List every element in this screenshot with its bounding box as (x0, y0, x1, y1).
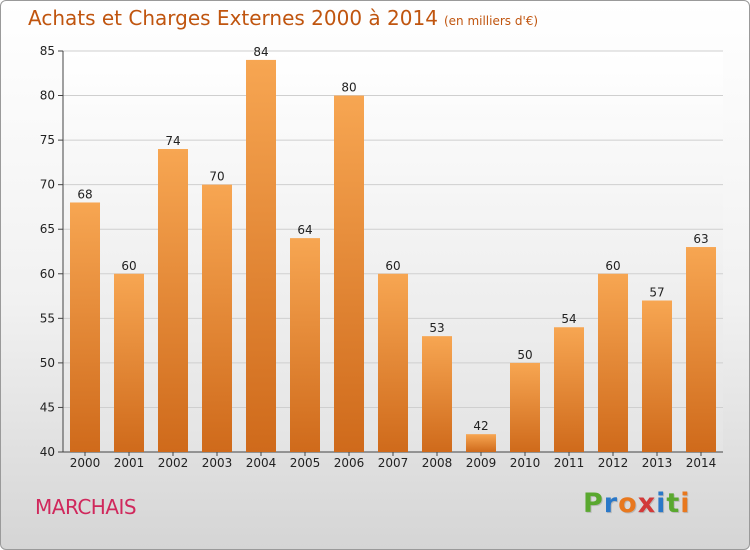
bar (686, 247, 716, 452)
bar (70, 202, 100, 452)
data-label: 70 (209, 170, 224, 184)
data-label: 60 (121, 259, 136, 273)
y-tick-label: 65 (40, 222, 55, 236)
data-label: 53 (429, 321, 444, 335)
proxiti-logo: Proxiti (583, 488, 691, 519)
x-tick-label: 2010 (510, 456, 541, 470)
bar (378, 273, 408, 452)
x-tick-label: 2013 (642, 456, 673, 470)
commune-name: MARCHAIS (35, 495, 137, 519)
logo-letter: i (680, 488, 691, 519)
bar (158, 149, 188, 452)
x-tick-label: 2007 (378, 456, 409, 470)
y-tick-label: 80 (40, 89, 55, 103)
bar (554, 327, 584, 452)
data-label: 63 (693, 232, 708, 246)
bar (202, 184, 232, 452)
data-label: 60 (605, 259, 620, 273)
data-label: 84 (253, 45, 268, 59)
data-label: 50 (517, 348, 532, 362)
bar (510, 362, 540, 452)
x-tick-label: 2006 (334, 456, 365, 470)
x-tick-label: 2014 (686, 456, 717, 470)
x-tick-label: 2012 (598, 456, 629, 470)
y-tick-label: 85 (40, 44, 55, 58)
x-tick-label: 2008 (422, 456, 453, 470)
logo-letter: P (583, 488, 604, 519)
chart-subtitle: (en milliers d'€) (443, 14, 539, 28)
data-label: 42 (473, 419, 488, 433)
x-tick-label: 2000 (70, 456, 101, 470)
x-tick-label: 2005 (290, 456, 321, 470)
data-label: 57 (649, 286, 664, 300)
x-tick-label: 2011 (554, 456, 585, 470)
bar (246, 59, 276, 453)
chart-title: Achats et Charges Externes 2000 à 2014 (e… (28, 6, 538, 30)
data-label: 54 (561, 312, 576, 326)
y-tick-label: 75 (40, 133, 55, 147)
data-label: 74 (165, 134, 180, 148)
data-label: 64 (297, 223, 312, 237)
x-tick-label: 2001 (114, 456, 145, 470)
y-tick-label: 60 (40, 267, 55, 281)
x-tick-label: 2004 (246, 456, 277, 470)
logo-letter: i (656, 488, 667, 519)
bar (642, 300, 672, 452)
x-tick-label: 2003 (202, 456, 233, 470)
logo-letter: x (637, 488, 657, 519)
data-label: 60 (385, 259, 400, 273)
bar (598, 273, 628, 452)
y-tick-label: 70 (40, 178, 55, 192)
data-label: 68 (77, 187, 92, 201)
bar (466, 434, 496, 452)
bar (114, 273, 144, 452)
y-tick-label: 40 (40, 445, 55, 459)
y-tick-label: 45 (40, 400, 55, 414)
logo-letter: o (618, 488, 638, 519)
y-tick-label: 50 (40, 356, 55, 370)
bar (334, 95, 364, 453)
x-tick-label: 2009 (466, 456, 497, 470)
data-label: 80 (341, 81, 356, 95)
y-tick-label: 55 (40, 311, 55, 325)
logo-letter: t (666, 488, 681, 519)
bar (290, 238, 320, 452)
chart-title-text: Achats et Charges Externes 2000 à 2014 (28, 6, 438, 30)
x-tick-label: 2002 (158, 456, 189, 470)
logo-letter: r (603, 488, 619, 519)
bar (422, 336, 452, 452)
